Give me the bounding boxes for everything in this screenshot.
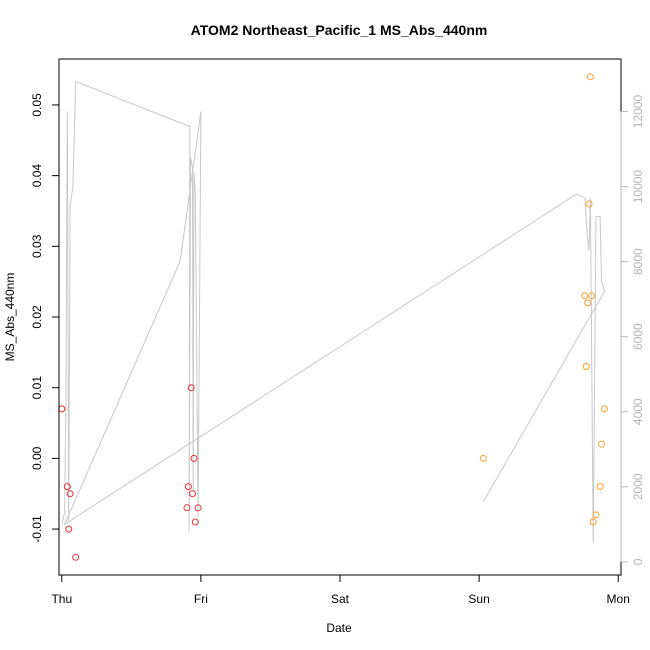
data-point-0-9 (190, 454, 198, 462)
data-point-1-2 (582, 363, 590, 370)
right-tick-label-3: 6000 (631, 323, 645, 350)
right-tick-label-2: 4000 (631, 398, 645, 425)
left-tick-label-2: 0.01 (30, 376, 44, 400)
x-axis-label: Date (326, 621, 352, 635)
series-layer (58, 73, 608, 561)
data-point-1-11 (600, 405, 608, 413)
right-tick-label-1: 2000 (631, 473, 645, 500)
plot-area (58, 58, 622, 576)
data-point-0-4 (72, 553, 80, 561)
data-point-1-6 (588, 292, 596, 300)
bottom-tick-label-0: Thu (51, 592, 72, 606)
data-point-0-0 (58, 405, 66, 413)
right-tick-label-5: 10000 (631, 170, 645, 204)
bottom-tick-label-4: Mon (607, 592, 630, 606)
data-point-0-1 (63, 483, 71, 491)
data-point-1-10 (598, 440, 605, 448)
data-point-0-2 (65, 525, 73, 533)
data-point-1-4 (585, 200, 593, 208)
right-tick-label-0: 0 (631, 558, 645, 565)
left-tick-label-1: 0.00 (30, 446, 44, 470)
data-point-0-8 (189, 490, 196, 498)
bottom-axis: Thu Fri Sat Sun Mon (51, 574, 630, 606)
right-tick-label-6: 12000 (631, 95, 645, 129)
data-point-1-0 (479, 454, 487, 462)
data-point-0-10 (191, 518, 199, 526)
data-point-0-6 (184, 483, 192, 491)
left-axis: -0.01 0.00 0.01 0.02 0.03 0.04 0.05 (30, 93, 60, 543)
left-tick-label-5: 0.04 (30, 164, 44, 188)
data-point-0-11 (194, 504, 202, 512)
y-axis-label: MS_Abs_440nm (3, 273, 17, 362)
data-point-0-7 (187, 384, 195, 392)
chart-title: ATOM2 Northeast_Pacific_1 MS_Abs_440nm (191, 22, 488, 38)
data-point-1-9 (596, 483, 604, 491)
bottom-tick-label-1: Fri (194, 592, 208, 606)
series-line-2 (61, 80, 605, 544)
data-point-1-1 (581, 292, 589, 300)
data-point-0-5 (183, 504, 191, 512)
data-point-1-5 (586, 73, 594, 81)
left-tick-label-0: -0.01 (30, 515, 44, 543)
left-tick-label-3: 0.02 (30, 305, 44, 329)
right-axis: 0 2000 4000 6000 8000 10000 12000 (620, 95, 645, 565)
right-tick-label-4: 8000 (631, 248, 645, 275)
bottom-tick-label-3: Sun (468, 592, 489, 606)
data-point-0-3 (66, 490, 74, 498)
left-tick-label-6: 0.05 (30, 93, 44, 117)
data-point-1-3 (584, 299, 592, 307)
left-tick-label-4: 0.03 (30, 234, 44, 258)
data-point-1-8 (592, 511, 600, 519)
data-point-1-7 (589, 518, 597, 526)
bottom-tick-label-2: Sat (331, 592, 350, 606)
